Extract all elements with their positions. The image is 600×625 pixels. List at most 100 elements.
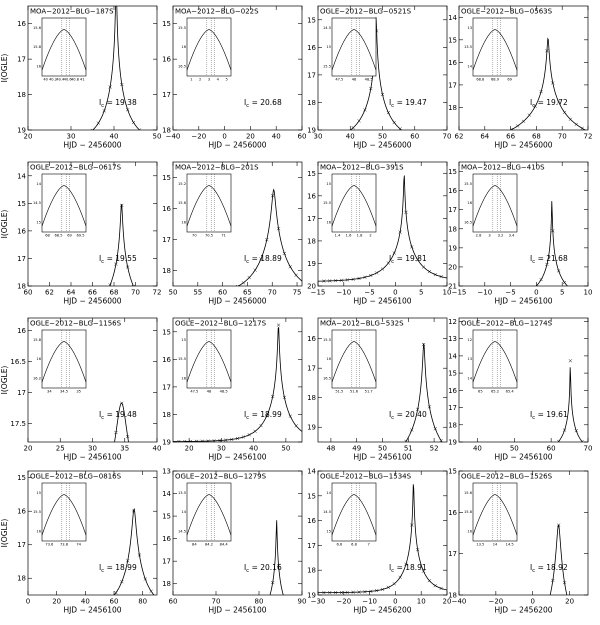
data-point (433, 583, 437, 588)
x-tick-label: 20 (185, 445, 194, 453)
y-tick-label: 18 (162, 580, 171, 588)
plot-frame (172, 317, 303, 443)
ic-symbol: I (99, 563, 101, 572)
panel-title: OGLE−2012−BLG−1526S (461, 473, 553, 481)
data-points (108, 203, 153, 312)
data-point (392, 582, 396, 586)
inset-y-tick-label: 14.5 (323, 510, 331, 514)
ic-symbol: I (530, 98, 532, 107)
inset-y-tick-label: 16 (467, 201, 472, 205)
data-point (369, 589, 373, 594)
x-tick-label: 30 (88, 445, 97, 453)
data-point (404, 562, 408, 566)
data-point (126, 108, 130, 112)
data-point (131, 284, 136, 286)
x-tick-label: 0 (26, 598, 30, 606)
inset-frame (186, 482, 232, 542)
inset-curve (186, 185, 232, 227)
inset-curve (186, 29, 232, 71)
inset-x-tick-label: 40.2 (49, 78, 57, 82)
inset-x-tick-label: 1.4 (335, 234, 341, 238)
ic-value: = 18.89 (249, 254, 282, 263)
inset-curve (472, 494, 518, 536)
x-tick-label: 80 (255, 598, 264, 606)
ic-symbol: I (530, 563, 532, 572)
inset-x-tick-label: 40 (43, 78, 48, 82)
data-point (410, 428, 414, 432)
data-point (32, 542, 35, 545)
panel-title: MOA−2012−BLG−532S (320, 320, 404, 328)
x-tick-label: 40 (272, 133, 281, 141)
ic-symbol: I (530, 254, 532, 263)
panel-title: OGLE−2012−BLG−1274S (461, 320, 553, 328)
x-tick-label: 50 (378, 445, 387, 453)
inset-y-tick-label: 16.5 (178, 65, 186, 69)
data-point (528, 290, 531, 293)
ic-symbol: I (389, 254, 391, 263)
x-tick-label: −10 (362, 598, 377, 606)
x-axis-title: HJD − 2456000 (494, 141, 552, 150)
x-axis-title: HJD − 2456100 (208, 453, 266, 462)
ic-subscript: c (101, 103, 104, 109)
panel-title: OGLE−2012−BLG−1217S (175, 320, 267, 328)
y-tick-label: 19 (307, 592, 316, 600)
y-tick-label: 17 (17, 255, 26, 263)
data-point (126, 265, 130, 269)
x-axis-title: HJD − 2456200 (353, 606, 411, 615)
y-tick-label: 17 (307, 71, 316, 79)
data-point (540, 449, 543, 452)
data-point (32, 141, 35, 144)
x-tick-label: 30 (217, 445, 226, 453)
data-point (120, 82, 124, 87)
y-tick-label: 18 (17, 283, 26, 291)
data-point (386, 110, 391, 115)
data-point (363, 275, 367, 279)
x-tick-label: −10 (477, 289, 492, 297)
x-tick-label: 49 (352, 445, 361, 453)
data-point (212, 439, 216, 442)
x-tick-label: 72 (584, 133, 593, 141)
data-point (433, 272, 437, 277)
inset-y-tick-label: 15.5 (323, 338, 331, 342)
x-tick-label: −30 (311, 598, 326, 606)
x-tick-label: 66 (88, 289, 97, 297)
x-tick-label: 70 (131, 289, 140, 297)
data-point (386, 261, 391, 265)
data-points (322, 523, 443, 595)
x-tick-label: −5 (364, 289, 374, 297)
inset-y-tick-label: 12 (467, 338, 472, 342)
ic-symbol: I (389, 410, 391, 419)
data-point (545, 49, 549, 53)
y-tick-label: 17 (448, 81, 457, 89)
data-point (380, 267, 385, 271)
inset-curve (331, 341, 377, 383)
inset-curve (331, 494, 377, 536)
data-point (248, 209, 251, 212)
data-point (557, 269, 561, 273)
inset-y-tick-label: 14 (326, 491, 331, 495)
inset-x-tick-label: 3.4 (509, 234, 515, 238)
inset-x-tick-label: 68.5 (54, 234, 62, 238)
y-tick-label: 17 (17, 541, 26, 549)
x-tick-label: 65 (243, 289, 252, 297)
y-tick-label: 15 (17, 474, 26, 482)
data-point (150, 309, 153, 312)
x-tick-label: −15 (452, 289, 467, 297)
data-point (539, 277, 543, 282)
y-tick-label: 13 (162, 468, 171, 476)
inset-x-tick-label: 84.2 (205, 543, 213, 547)
inset-frame (331, 17, 377, 77)
x-tick-label: 62 (45, 289, 54, 297)
y-tick-label: 13 (448, 335, 457, 343)
data-point (44, 610, 47, 613)
data-points (32, 401, 130, 545)
ic-subscript: c (391, 415, 394, 421)
inset-x-tick-label: 2 (369, 234, 371, 238)
data-point (144, 303, 147, 306)
data-point (328, 590, 332, 595)
data-point (475, 297, 478, 300)
x-tick-label: 52 (430, 445, 439, 453)
model-curve (557, 367, 583, 442)
ic-symbol: I (99, 254, 101, 263)
data-point (114, 430, 118, 435)
